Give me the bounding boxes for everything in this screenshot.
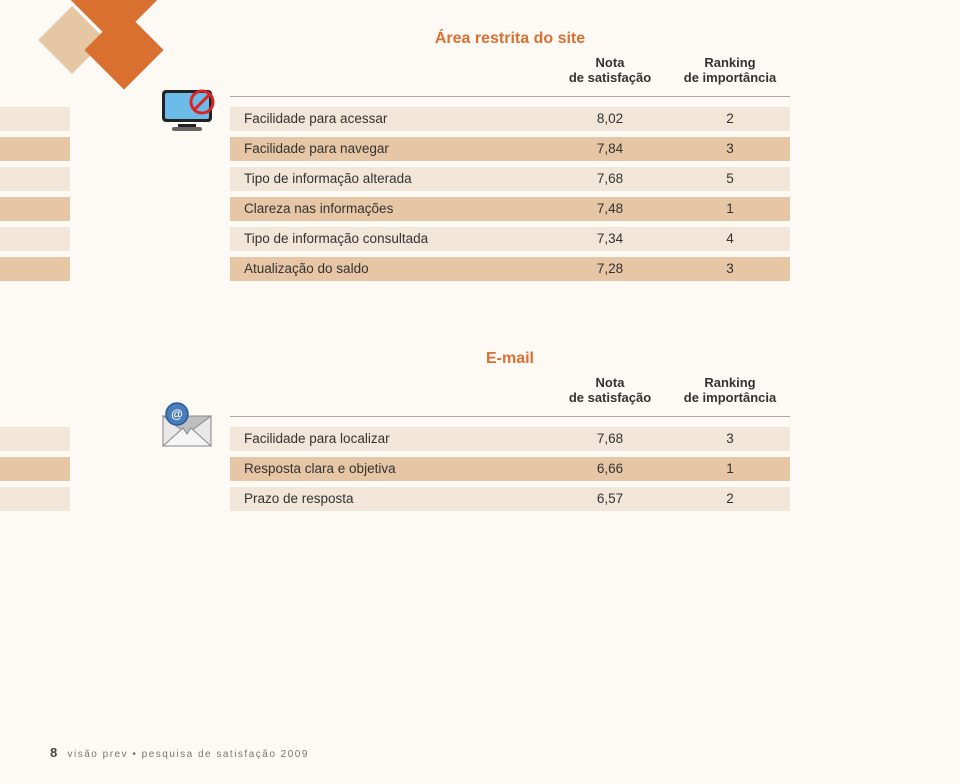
value-ranking: 3 (670, 431, 790, 446)
section-email: @ E-mail Nota de satisfação Ranking de i… (0, 350, 790, 517)
value-ranking: 4 (670, 231, 790, 246)
table-row: Facilidade para localizar7,683 (0, 427, 790, 451)
header-ranking: Ranking de importância (670, 376, 790, 406)
row-content: Resposta clara e objetiva6,661 (230, 457, 790, 481)
row-label: Resposta clara e objetiva (244, 461, 550, 476)
value-ranking: 5 (670, 171, 790, 186)
header-ranking: Ranking de importância (670, 56, 790, 86)
value-ranking: 1 (670, 201, 790, 216)
table-row: Facilidade para navegar7,843 (0, 137, 790, 161)
email-icon: @ (152, 398, 222, 454)
svg-text:@: @ (171, 407, 183, 421)
value-nota: 8,02 (550, 111, 670, 126)
monitor-blocked-icon (152, 82, 222, 138)
page-footer: 8 visão prev • pesquisa de satisfação 20… (50, 745, 309, 760)
row-label: Tipo de informação alterada (244, 171, 550, 186)
row-stub (0, 227, 70, 251)
row-label: Prazo de resposta (244, 491, 550, 506)
row-content: Clareza nas informações7,481 (230, 197, 790, 221)
value-nota: 6,57 (550, 491, 670, 506)
row-content: Tipo de informação alterada7,685 (230, 167, 790, 191)
value-nota: 7,68 (550, 431, 670, 446)
value-ranking: 2 (670, 491, 790, 506)
table-row: Tipo de informação consultada7,344 (0, 227, 790, 251)
value-ranking: 2 (670, 111, 790, 126)
row-label: Tipo de informação consultada (244, 231, 550, 246)
row-stub (0, 197, 70, 221)
table-row: Prazo de resposta6,572 (0, 487, 790, 511)
row-content: Atualização do saldo7,283 (230, 257, 790, 281)
column-headers: Nota de satisfação Ranking de importânci… (230, 52, 790, 97)
row-content: Prazo de resposta6,572 (230, 487, 790, 511)
row-stub (0, 487, 70, 511)
row-stub (0, 167, 70, 191)
row-content: Facilidade para acessar8,022 (230, 107, 790, 131)
page-number: 8 (50, 745, 57, 760)
row-content: Facilidade para navegar7,843 (230, 137, 790, 161)
table-row: Clareza nas informações7,481 (0, 197, 790, 221)
row-stub (0, 137, 70, 161)
row-label: Facilidade para localizar (244, 431, 550, 446)
table-row: Facilidade para acessar8,022 (0, 107, 790, 131)
section-area-restrita: Área restrita do site Nota de satisfação… (0, 30, 790, 287)
value-nota: 6,66 (550, 461, 670, 476)
row-stub (0, 107, 70, 131)
value-nota: 7,28 (550, 261, 670, 276)
value-ranking: 1 (670, 461, 790, 476)
row-label: Atualização do saldo (244, 261, 550, 276)
row-content: Facilidade para localizar7,683 (230, 427, 790, 451)
table-row: Tipo de informação alterada7,685 (0, 167, 790, 191)
row-label: Facilidade para navegar (244, 141, 550, 156)
table-row: Resposta clara e objetiva6,661 (0, 457, 790, 481)
footer-text: visão prev • pesquisa de satisfação 2009 (68, 749, 309, 760)
value-ranking: 3 (670, 141, 790, 156)
section-title: E-mail (230, 350, 790, 368)
value-nota: 7,48 (550, 201, 670, 216)
row-stub (0, 457, 70, 481)
value-ranking: 3 (670, 261, 790, 276)
header-nota: Nota de satisfação (550, 56, 670, 86)
value-nota: 7,34 (550, 231, 670, 246)
row-stub (0, 257, 70, 281)
row-label: Facilidade para acessar (244, 111, 550, 126)
column-headers: Nota de satisfação Ranking de importânci… (230, 372, 790, 417)
value-nota: 7,84 (550, 141, 670, 156)
section-title: Área restrita do site (230, 30, 790, 48)
row-stub (0, 427, 70, 451)
header-nota: Nota de satisfação (550, 376, 670, 406)
row-content: Tipo de informação consultada7,344 (230, 227, 790, 251)
row-label: Clareza nas informações (244, 201, 550, 216)
table-row: Atualização do saldo7,283 (0, 257, 790, 281)
value-nota: 7,68 (550, 171, 670, 186)
